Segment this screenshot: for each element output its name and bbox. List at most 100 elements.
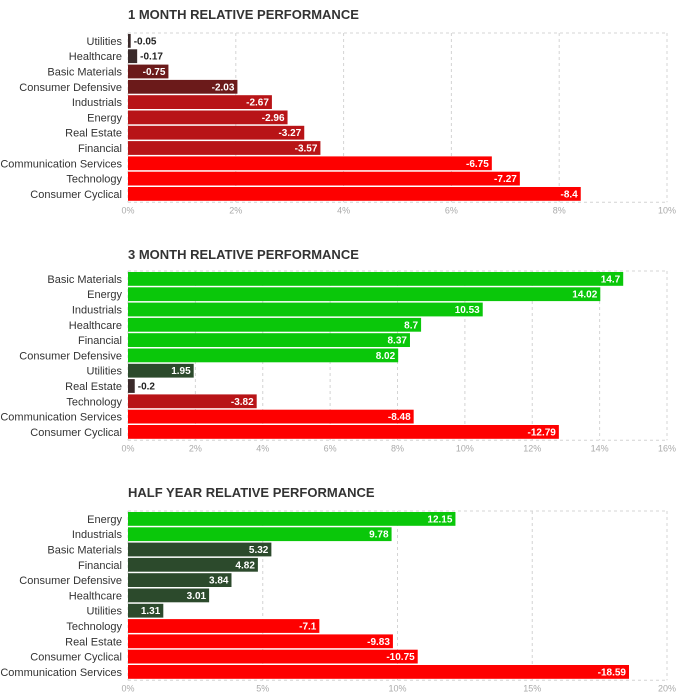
three-month-value-label-utilities: 1.95 (171, 366, 191, 377)
half-year-chart-title: HALF YEAR RELATIVE PERFORMANCE (128, 485, 375, 500)
half-year-bar-healthcare (128, 588, 210, 603)
three-month-category-label-technology: Technology (66, 396, 122, 408)
three-month-bar-communication-services (128, 409, 414, 424)
half-year-category-label-consumer-cyclical: Consumer Cyclical (30, 652, 122, 664)
one-month-value-label-technology: -7.27 (494, 174, 517, 185)
half-year-value-label-communication-services: -18.59 (598, 667, 627, 678)
three-month-value-label-consumer-defensive: 8.02 (376, 351, 396, 362)
three-month-category-label-utilities: Utilities (87, 366, 123, 378)
three-month-x-tick-label: 16% (658, 443, 676, 453)
half-year-bar-utilities (128, 603, 164, 618)
half-year-performance-chart: HALF YEAR RELATIVE PERFORMANCE 0% 5% 10% 15%… (0, 485, 676, 693)
half-year-category-label-utilities: Utilities (87, 606, 123, 618)
one-month-performance-chart: 1 MONTH RELATIVE PERFORMANCE 0% 2% 4% 6% 8% 10… (0, 7, 676, 215)
one-month-category-label-financial: Financial (78, 143, 122, 155)
half-year-x-tick-label: 0% (121, 683, 134, 693)
half-year-x-tick-label: 15% (523, 683, 541, 693)
three-month-x-tick-label: 6% (324, 443, 337, 453)
three-month-x-tick-label: 4% (256, 443, 269, 453)
three-month-x-tick-label: 8% (391, 443, 404, 453)
half-year-category-label-basic-materials: Basic Materials (47, 545, 122, 557)
one-month-category-label-industrials: Industrials (72, 97, 123, 109)
one-month-category-label-consumer-defensive: Consumer Defensive (19, 82, 122, 94)
three-month-value-label-consumer-cyclical: -12.79 (528, 427, 557, 438)
half-year-category-label-technology: Technology (66, 621, 122, 633)
three-month-category-label-consumer-defensive: Consumer Defensive (19, 350, 122, 362)
half-year-category-label-real-estate: Real Estate (65, 636, 122, 648)
three-month-bar-consumer-cyclical (128, 425, 559, 439)
half-year-category-label-consumer-defensive: Consumer Defensive (19, 575, 122, 587)
half-year-value-label-industrials: 9.78 (369, 530, 389, 541)
half-year-value-label-utilities: 1.31 (141, 606, 161, 617)
half-year-value-label-real-estate: -9.83 (367, 637, 390, 648)
half-year-category-label-energy: Energy (87, 514, 122, 526)
one-month-category-label-technology: Technology (66, 174, 122, 186)
three-month-value-label-real-estate: -0.2 (138, 382, 156, 393)
three-month-chart-title: 3 MONTH RELATIVE PERFORMANCE (128, 247, 359, 262)
three-month-value-label-technology: -3.82 (231, 397, 254, 408)
half-year-x-tick-label: 5% (256, 683, 269, 693)
three-month-x-tick-label: 0% (121, 443, 134, 453)
three-month-value-label-healthcare: 8.7 (404, 320, 418, 331)
one-month-bar-technology (128, 171, 520, 186)
one-month-category-label-healthcare: Healthcare (69, 51, 122, 63)
one-month-value-label-energy: -2.96 (262, 113, 285, 124)
one-month-value-label-basic-materials: -0.75 (143, 67, 166, 78)
one-month-bar-financial (128, 141, 321, 155)
half-year-x-tick-label: 20% (658, 683, 676, 693)
three-month-bar-technology (128, 394, 257, 409)
half-year-category-label-communication-services: Communication Services (0, 667, 122, 679)
one-month-category-label-utilities: Utilities (87, 36, 123, 48)
three-month-bar-basic-materials (128, 272, 624, 286)
one-month-x-tick-label: 0% (121, 205, 134, 215)
three-month-value-label-energy: 14.02 (572, 290, 597, 301)
one-month-value-label-consumer-defensive: -2.03 (212, 82, 235, 93)
one-month-bar-utilities (128, 34, 131, 48)
three-month-category-label-real-estate: Real Estate (65, 381, 122, 393)
three-month-value-label-industrials: 10.53 (455, 305, 480, 316)
half-year-bar-consumer-cyclical (128, 649, 418, 664)
three-month-category-label-communication-services: Communication Services (0, 412, 122, 424)
one-month-x-tick-label: 4% (337, 205, 350, 215)
one-month-bar-consumer-defensive (128, 79, 238, 94)
one-month-value-label-healthcare: -0.17 (140, 52, 163, 63)
one-month-x-tick-label: 2% (229, 205, 242, 215)
half-year-value-label-technology: -7.1 (299, 622, 317, 633)
one-month-category-label-real-estate: Real Estate (65, 128, 122, 140)
three-month-category-label-energy: Energy (87, 289, 122, 301)
half-year-bar-communication-services (128, 665, 630, 679)
one-month-x-tick-label: 8% (553, 205, 566, 215)
one-month-x-tick-label: 6% (445, 205, 458, 215)
one-month-bar-energy (128, 110, 288, 125)
three-month-category-label-consumer-cyclical: Consumer Cyclical (30, 427, 122, 439)
half-year-bar-energy (128, 512, 456, 526)
half-year-category-label-financial: Financial (78, 560, 122, 572)
three-month-performance-chart: 3 MONTH RELATIVE PERFORMANCE 0% 2% 4% 6% 8% 10… (0, 247, 676, 453)
one-month-x-tick-label: 10% (658, 205, 676, 215)
one-month-category-label-energy: Energy (87, 112, 122, 124)
three-month-bar-real-estate (128, 379, 135, 393)
one-month-category-label-communication-services: Communication Services (0, 158, 122, 170)
one-month-value-label-industrials: -2.67 (246, 98, 269, 109)
three-month-category-label-basic-materials: Basic Materials (47, 274, 122, 286)
half-year-value-label-basic-materials: 5.32 (249, 545, 269, 556)
three-month-category-label-healthcare: Healthcare (69, 320, 122, 332)
one-month-value-label-consumer-cyclical: -8.4 (561, 189, 579, 200)
one-month-value-label-real-estate: -3.27 (278, 128, 301, 139)
three-month-value-label-basic-materials: 14.7 (601, 274, 621, 285)
three-month-bar-financial (128, 333, 410, 347)
half-year-bar-consumer-defensive (128, 573, 232, 587)
three-month-x-tick-label: 14% (591, 443, 609, 453)
three-month-category-label-industrials: Industrials (72, 305, 123, 317)
half-year-bar-real-estate (128, 634, 393, 649)
one-month-value-label-communication-services: -6.75 (466, 159, 489, 170)
one-month-bar-industrials (128, 95, 272, 109)
one-month-chart-title: 1 MONTH RELATIVE PERFORMANCE (128, 7, 359, 22)
three-month-x-tick-label: 2% (189, 443, 202, 453)
half-year-value-label-consumer-defensive: 3.84 (209, 576, 229, 587)
three-month-x-tick-label: 10% (456, 443, 474, 453)
half-year-x-tick-label: 10% (388, 683, 406, 693)
three-month-category-label-financial: Financial (78, 335, 122, 347)
three-month-bar-consumer-defensive (128, 348, 399, 363)
three-month-value-label-communication-services: -8.48 (388, 412, 411, 423)
